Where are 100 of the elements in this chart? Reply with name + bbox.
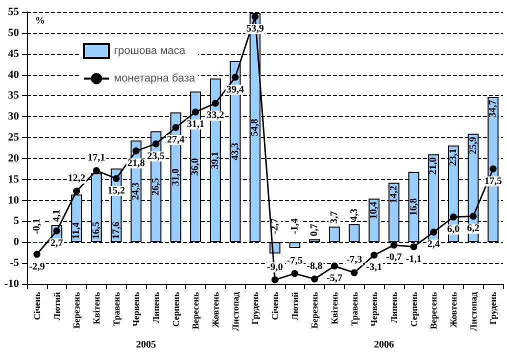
y-tick-label: 0 (14, 236, 20, 248)
y-tick-label: 15 (8, 173, 20, 186)
x-tick-label: Листопад (468, 292, 478, 331)
data-label: -1,1 (406, 254, 422, 265)
y-tick-label: 40 (8, 68, 20, 81)
point (410, 243, 418, 250)
point (291, 270, 298, 278)
x-tick-label: Січень (270, 292, 280, 320)
data-label: 16,5 (90, 222, 102, 240)
y-axis-title: % (35, 16, 45, 26)
data-label: -7,3 (346, 254, 362, 266)
data-label: 24,3 (130, 182, 142, 200)
y-tick-label: 25 (8, 132, 20, 144)
point (252, 13, 259, 20)
x-tick-label: Липень (388, 292, 399, 324)
data-label: 2,4 (427, 239, 440, 250)
point (470, 212, 477, 220)
data-label: 2,7 (50, 238, 63, 249)
y-tick-label: 35 (8, 90, 20, 102)
y-tick-label: 10 (8, 194, 20, 206)
data-label: 16,8 (408, 198, 420, 216)
x-tick-label: Серпень (408, 292, 419, 327)
data-label: 34,7 (488, 100, 499, 118)
text: 2006 (374, 340, 394, 350)
data-label: 25,9 (468, 136, 479, 154)
data-label: -5,7 (326, 273, 342, 284)
data-label: 3,7 (328, 211, 340, 224)
point (112, 175, 120, 182)
point (450, 214, 457, 221)
data-label: 6,0 (447, 224, 460, 236)
point (132, 147, 140, 154)
data-label: 27,4 (167, 134, 184, 146)
data-label: 4,1 (51, 209, 62, 222)
data-label: -1,4 (289, 218, 300, 234)
point (192, 108, 200, 116)
x-tick-label: Липень (150, 292, 161, 324)
x-tick-label: Грудень (250, 292, 260, 324)
x-tick-label: Жовтень (210, 292, 220, 328)
point (490, 165, 497, 172)
data-label: 53,9 (246, 24, 264, 35)
x-tick-label: Червень (369, 292, 380, 326)
point (212, 100, 219, 107)
data-label: 23,1 (448, 148, 459, 166)
point (271, 276, 278, 284)
data-label: 17,6 (110, 222, 122, 240)
data-label: 6,2 (467, 223, 480, 234)
point (430, 228, 438, 236)
data-label: 21,8 (127, 158, 145, 169)
point (92, 167, 100, 174)
x-tick-label: Червень (131, 292, 142, 326)
legend-label: грошова маса (114, 45, 186, 57)
data-label: -9,0 (266, 262, 283, 273)
x-tick-label: Вересень (428, 292, 439, 330)
x-tick-label: Серпень (170, 292, 181, 327)
data-label: 15,2 (108, 186, 125, 197)
legend-label: монетарна база (114, 72, 196, 85)
x-tick-label: Лютий (290, 292, 300, 320)
x-tick-label: Листопад (230, 292, 240, 331)
data-label: 0,7 (309, 224, 320, 236)
x-tick-label: Квітень (91, 292, 102, 324)
data-label: 17,1 (88, 152, 106, 164)
data-label: -0,7 (386, 252, 402, 264)
data-label: 43,3 (230, 142, 241, 160)
point (73, 188, 80, 195)
data-label: -3,1 (366, 262, 382, 274)
y-tick-label: 45 (8, 48, 20, 60)
data-label: 36,0 (190, 158, 202, 176)
data-label: 33,2 (206, 110, 224, 122)
x-tick-label: Вересень (190, 292, 201, 330)
point (33, 250, 40, 258)
point (370, 252, 378, 259)
data-label: 39,1 (210, 152, 221, 170)
data-label: 17,5 (484, 176, 502, 187)
data-label: 39,4 (226, 84, 244, 96)
y-tick-label: 20 (8, 152, 20, 164)
x-tick-label: Травень (111, 292, 122, 326)
point (350, 269, 358, 276)
data-label: 4,3 (348, 208, 360, 222)
x-tick-label: Січень (32, 292, 42, 320)
data-label: 31,1 (186, 119, 204, 130)
data-label: 10,4 (368, 202, 380, 220)
data-label: 14,2 (388, 186, 400, 204)
data-label: 31,0 (170, 168, 182, 186)
data-label: 23,5 (147, 150, 165, 162)
y-tick-label: 5 (14, 215, 20, 228)
x-tick-label: Квітень (329, 292, 340, 324)
y-tick-label: 30 (8, 110, 20, 123)
y-tick-label: 55 (8, 6, 20, 18)
y-tick-label: -10 (4, 278, 20, 290)
point (311, 275, 318, 282)
x-tick-label: Грудень (488, 292, 498, 324)
point (330, 262, 338, 270)
y-tick-label: -5 (10, 257, 20, 270)
x-tick-label: Березень (310, 292, 320, 329)
point (390, 242, 398, 249)
data-label: -7,5 (286, 256, 303, 267)
data-label: 11,4 (71, 222, 82, 240)
point (232, 74, 239, 81)
data-label: 21,0 (428, 157, 440, 175)
point (152, 140, 160, 148)
